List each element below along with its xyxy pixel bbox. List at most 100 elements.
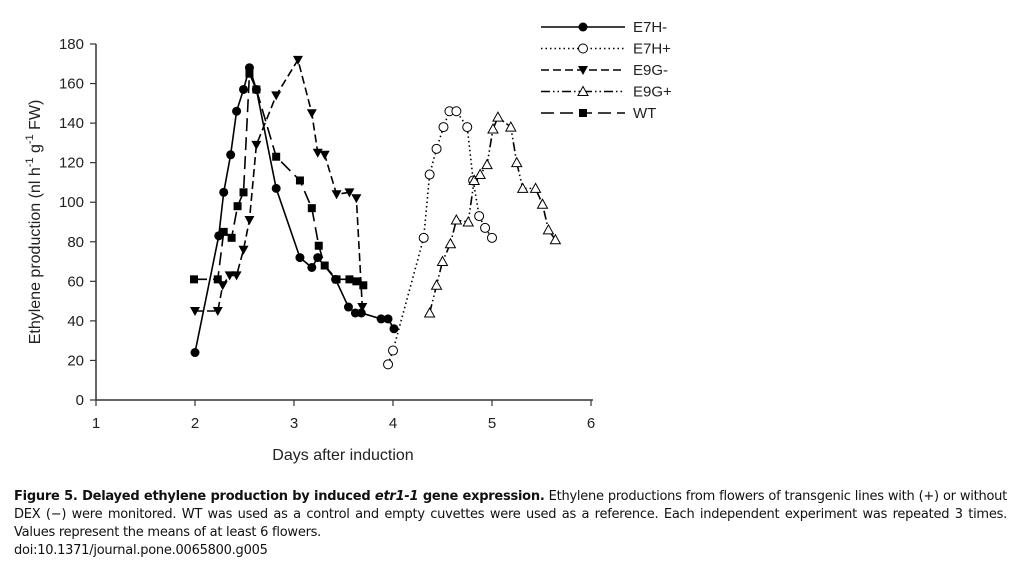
data-point-open-triangle — [492, 111, 504, 122]
y-axis-title-part: FW) — [27, 100, 44, 135]
y-tick-label: 140 — [59, 115, 84, 132]
data-point-open-circle — [462, 122, 473, 133]
data-point-filled-circle — [226, 150, 236, 160]
legend-item: WT — [541, 105, 656, 122]
data-point-filled-circle — [376, 314, 386, 324]
x-tick-label: 5 — [488, 415, 496, 432]
data-point-filled-square — [219, 227, 228, 236]
data-point-down-triangle — [306, 109, 317, 119]
y-tick-label: 20 — [67, 352, 84, 369]
series-e9g-plus — [423, 111, 562, 318]
x-tick-label: 1 — [92, 415, 100, 432]
data-point-down-triangle — [344, 188, 355, 198]
data-point-filled-square — [320, 261, 329, 270]
series-e7h-plus — [383, 106, 497, 370]
data-point-open-triangle — [516, 182, 529, 193]
data-point-filled-square — [190, 275, 199, 284]
data-point-filled-circle — [313, 253, 323, 263]
data-point-open-triangle — [577, 85, 589, 96]
legend-label: E9G- — [633, 62, 668, 79]
x-tick-label: 4 — [389, 415, 397, 432]
caption-title-end: gene expression. — [418, 489, 545, 504]
x-axis-title: Days after induction — [272, 447, 413, 464]
data-point-open-circle — [418, 232, 429, 243]
data-point-open-circle — [451, 106, 462, 117]
y-tick-label: 60 — [67, 273, 84, 290]
data-point-open-triangle — [536, 198, 549, 209]
data-point-open-triangle — [481, 158, 493, 170]
legend-item: E9G- — [541, 62, 668, 79]
data-point-open-triangle — [510, 156, 523, 168]
y-tick-label: 100 — [59, 194, 84, 211]
figure-caption: Figure 5. Delayed ethylene production by… — [14, 488, 1007, 560]
data-point-filled-square — [579, 109, 587, 117]
x-tick-label: 2 — [191, 415, 199, 432]
data-point-filled-square — [233, 202, 242, 211]
data-point-down-triangle — [231, 271, 242, 281]
data-point-open-triangle — [549, 233, 562, 245]
caption-body: Ethylene productions from flowers of tra… — [14, 489, 1007, 540]
data-point-filled-square — [359, 281, 368, 290]
data-point-down-triangle — [578, 66, 588, 75]
data-point-filled-square — [245, 69, 254, 78]
data-point-open-triangle — [423, 306, 436, 318]
data-point-filled-square — [213, 275, 222, 284]
data-point-down-triangle — [292, 55, 303, 65]
series-group — [190, 55, 562, 370]
data-point-filled-circle — [271, 183, 281, 193]
x-tick-label: 3 — [290, 415, 298, 432]
data-point-filled-circle — [356, 308, 366, 318]
data-point-open-circle — [388, 345, 398, 356]
data-point-down-triangle — [271, 91, 282, 101]
y-axis-title-sup: -1 — [24, 158, 36, 168]
data-point-down-triangle — [244, 216, 255, 226]
data-point-filled-square — [239, 188, 248, 197]
legend-label: E9G+ — [633, 84, 672, 101]
data-point-open-triangle — [529, 182, 542, 193]
legend-label: E7H- — [633, 19, 667, 36]
data-point-open-triangle — [504, 121, 517, 132]
caption-gene-name: etr1-1 — [374, 489, 419, 504]
legend-label: WT — [633, 105, 656, 122]
data-point-down-triangle — [217, 281, 228, 291]
data-point-open-circle — [424, 169, 435, 180]
y-tick-label: 120 — [59, 155, 84, 172]
legend-item: E7H+ — [541, 41, 671, 58]
data-point-filled-circle — [295, 253, 305, 263]
data-point-filled-square — [314, 241, 323, 250]
y-tick-label: 80 — [67, 234, 84, 251]
x-tick-label: 6 — [587, 415, 595, 432]
data-point-filled-square — [307, 204, 316, 213]
legend-label: E7H+ — [633, 41, 671, 58]
data-point-filled-circle — [307, 262, 317, 272]
data-point-down-triangle — [212, 307, 223, 316]
data-point-filled-square — [352, 277, 361, 286]
data-point-open-triangle — [474, 168, 486, 180]
data-point-open-circle — [431, 143, 442, 154]
y-tick-label: 160 — [59, 76, 84, 93]
data-point-down-triangle — [224, 271, 235, 281]
data-point-filled-circle — [239, 84, 249, 94]
data-point-filled-square — [272, 152, 281, 161]
data-point-filled-square — [345, 275, 354, 284]
data-point-open-circle — [578, 43, 588, 54]
data-point-open-triangle — [462, 215, 475, 227]
data-point-filled-square — [332, 275, 341, 284]
series-line — [194, 73, 364, 286]
data-point-open-triangle — [444, 237, 457, 249]
data-point-filled-circle — [383, 314, 393, 324]
data-point-down-triangle — [351, 194, 362, 204]
series-line — [428, 115, 557, 314]
y-tick-label: 40 — [67, 313, 84, 330]
data-point-open-circle — [383, 359, 394, 370]
legend-item: E7H- — [541, 19, 667, 36]
data-point-filled-circle — [232, 106, 242, 116]
data-point-filled-square — [227, 233, 236, 242]
y-axis-title-sup: -1 — [24, 134, 36, 144]
data-point-open-triangle — [468, 174, 481, 185]
data-point-open-triangle — [542, 223, 555, 235]
data-point-down-triangle — [357, 303, 368, 313]
data-point-filled-circle — [578, 22, 588, 32]
data-point-open-circle — [438, 122, 449, 133]
legend-item: E9G+ — [541, 84, 672, 101]
